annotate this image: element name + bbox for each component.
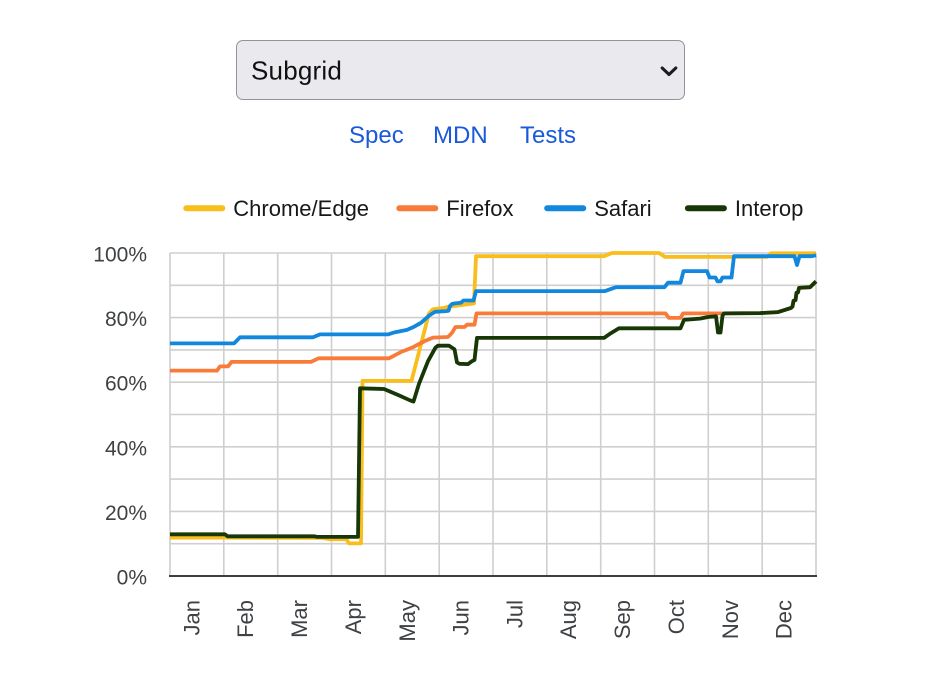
svg-text:Jul: Jul (502, 600, 527, 628)
svg-text:Feb: Feb (233, 600, 258, 638)
svg-text:May: May (395, 600, 420, 642)
svg-text:20%: 20% (105, 502, 147, 525)
svg-text:Apr: Apr (341, 600, 366, 634)
svg-text:0%: 0% (117, 567, 147, 590)
svg-text:Jun: Jun (449, 600, 474, 635)
svg-text:Aug: Aug (556, 600, 581, 639)
svg-text:Safari: Safari (594, 196, 651, 221)
svg-text:40%: 40% (105, 437, 147, 460)
svg-text:Interop: Interop (735, 196, 804, 221)
svg-text:Firefox: Firefox (446, 196, 513, 221)
svg-text:Oct: Oct (664, 600, 689, 634)
svg-text:Dec: Dec (772, 600, 797, 639)
svg-text:60%: 60% (105, 373, 147, 396)
svg-text:Mar: Mar (287, 600, 312, 638)
svg-text:Sep: Sep (610, 600, 635, 639)
svg-text:Nov: Nov (718, 600, 743, 639)
svg-text:Jan: Jan (179, 600, 204, 635)
svg-text:Chrome/Edge: Chrome/Edge (233, 196, 369, 221)
svg-text:80%: 80% (105, 308, 147, 331)
svg-text:100%: 100% (93, 244, 147, 267)
